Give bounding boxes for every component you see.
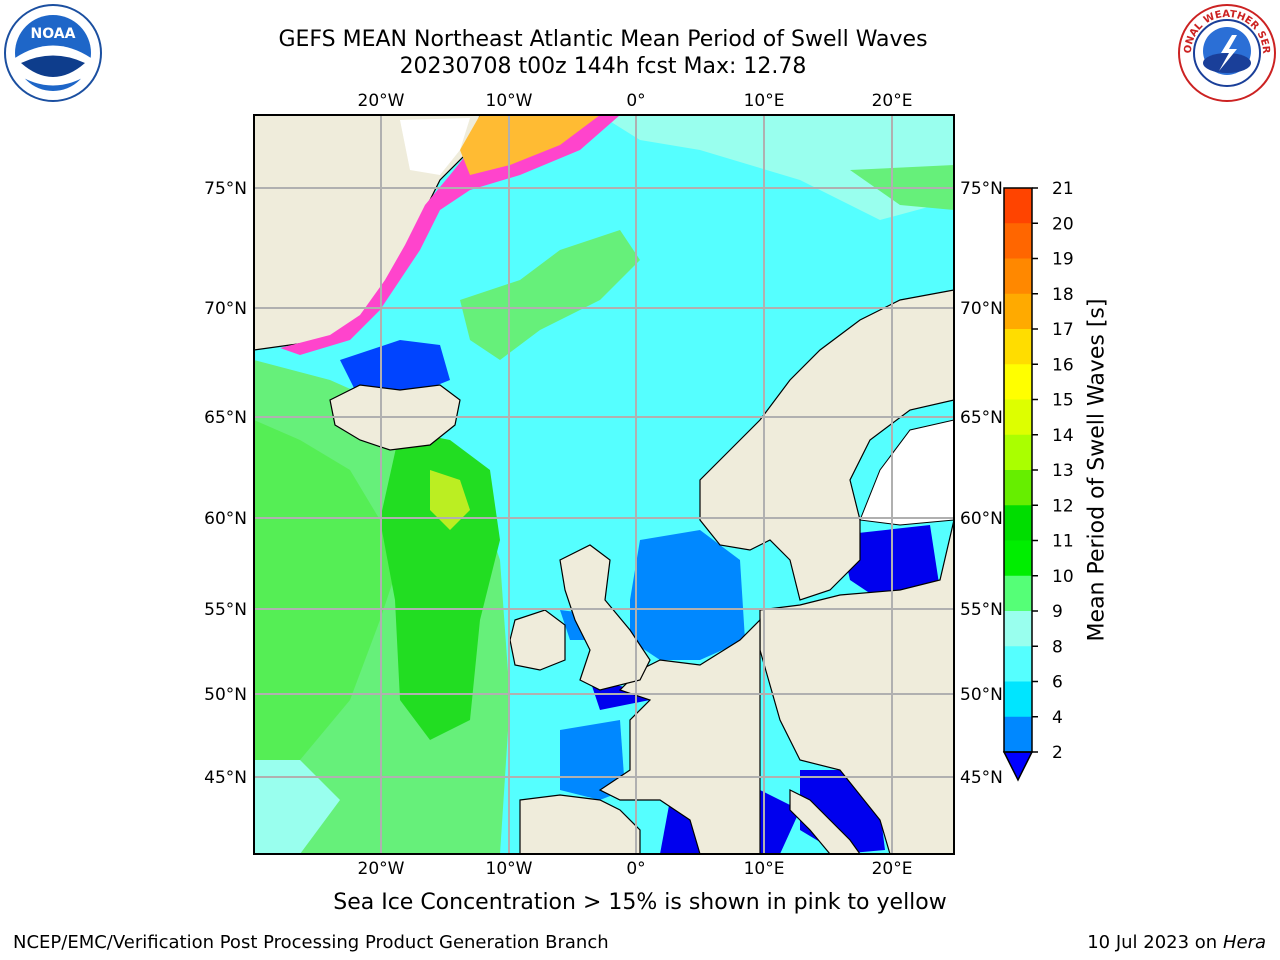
map-frame — [253, 114, 955, 855]
nws-logo: NATIONAL WEATHER SERVICE — [1173, 0, 1277, 107]
lat-label: 65°N — [204, 408, 247, 428]
footer-date-text: 10 Jul 2023 on — [1087, 932, 1223, 953]
colorbar-tick-label: 20 — [1052, 214, 1074, 234]
short-swell-north-sea — [630, 530, 745, 660]
lon-label: 0° — [626, 91, 645, 111]
colorbar-segment — [1004, 716, 1032, 753]
great-britain-landmass — [559, 544, 651, 691]
colorbar-tick-label: 11 — [1052, 532, 1074, 552]
iberia-landmass — [519, 794, 641, 854]
short-swell-iceland-n — [340, 340, 450, 400]
colorbar-tick-label: 2 — [1052, 743, 1063, 763]
swell-field-barents — [600, 115, 954, 220]
lat-label: 50°N — [204, 685, 247, 705]
colorbar-segment — [1004, 470, 1032, 506]
lat-label: 75°N — [204, 179, 247, 199]
chart-subtitle: 20230708 t00z 144h fcst Max: 12.78 — [399, 54, 807, 79]
footer-credit: NCEP/EMC/Verification Post Processing Pr… — [13, 932, 609, 953]
italy-landmass — [789, 789, 861, 854]
lat-label: 60°N — [204, 509, 247, 529]
colorbar-segment — [1004, 611, 1032, 647]
colorbar-tick-label: 21 — [1052, 179, 1074, 199]
colorbar-tick-label: 4 — [1052, 708, 1063, 728]
lat-label: 70°N — [204, 299, 247, 319]
lon-label: 20°E — [872, 91, 913, 111]
colorbar-segment — [1004, 258, 1032, 295]
colorbar-tick-label: 18 — [1052, 285, 1074, 305]
map-graticule — [254, 115, 954, 854]
colorbar-segment — [1004, 188, 1032, 224]
colorbar-tick-label: 19 — [1052, 250, 1074, 270]
swell-field-11-12s — [380, 430, 500, 740]
lat-label: 50°N — [960, 685, 1003, 705]
lon-label: 20°W — [358, 859, 405, 879]
colorbar-tick-label: 6 — [1052, 673, 1063, 693]
lon-labels-bottom: 20°W 10°W 0° 10°E 20°E — [358, 859, 913, 879]
sea-ice-caption: Sea Ice Concentration > 15% is shown in … — [333, 890, 947, 915]
lat-label: 55°N — [960, 600, 1003, 620]
lon-label: 10°W — [486, 859, 533, 879]
lon-label: 20°W — [358, 91, 405, 111]
colorbar-segment — [1004, 434, 1032, 471]
east-europe-landmass — [759, 519, 954, 854]
lat-labels-left: 75°N 70°N 65°N 60°N 55°N 50°N 45°N — [204, 179, 247, 788]
colorbar-segment — [1004, 223, 1032, 259]
short-swell-biscay — [560, 720, 625, 800]
chart-title: GEFS MEAN Northeast Atlantic Mean Period… — [278, 27, 928, 52]
short-swell-baltic — [840, 525, 940, 600]
lon-label: 0° — [626, 859, 645, 879]
ireland-landmass — [509, 609, 566, 671]
colorbar-tick-label: 15 — [1052, 391, 1074, 411]
noaa-logo-text: NOAA — [31, 26, 76, 42]
colorbar-tick-label: 10 — [1052, 567, 1074, 587]
lat-label: 55°N — [204, 600, 247, 620]
colorbar-tick-label: 13 — [1052, 461, 1074, 481]
colorbar-segment — [1004, 329, 1032, 365]
colorbar-label: Mean Period of Swell Waves [s] — [1084, 298, 1110, 642]
lat-label: 45°N — [960, 768, 1003, 788]
lat-label: 75°N — [960, 179, 1003, 199]
lat-label: 60°N — [960, 509, 1003, 529]
lon-label: 10°E — [744, 859, 785, 879]
colorbar-tick-label: 17 — [1052, 320, 1074, 340]
colorbar-segment — [1004, 505, 1032, 541]
noaa-logo: NOAA — [3, 3, 103, 107]
swell-field-8-9s — [254, 760, 340, 854]
colorbar-segment — [1004, 540, 1032, 577]
colorbar-segment — [1004, 681, 1032, 718]
lat-label: 65°N — [960, 408, 1003, 428]
swell-field-north — [460, 230, 640, 360]
colorbar-tick-label: 16 — [1052, 355, 1074, 375]
footer-host: Hera — [1222, 932, 1266, 953]
ice-white — [400, 118, 470, 175]
sea-ice-band — [280, 115, 620, 355]
sea-ice-high — [460, 115, 600, 175]
lon-labels-top: 20°W 10°W 0° 10°E 20°E — [358, 91, 913, 111]
lon-label: 10°W — [486, 91, 533, 111]
colorbar-tick-label: 14 — [1052, 426, 1074, 446]
swell-max-area — [430, 470, 470, 530]
lat-label: 45°N — [204, 768, 247, 788]
colorbar-tick-label: 8 — [1052, 637, 1063, 657]
lon-label: 10°E — [744, 91, 785, 111]
footer-date: 10 Jul 2023 on Hera — [1087, 932, 1266, 953]
colorbar-segment — [1004, 575, 1032, 612]
colorbar-segment — [1004, 399, 1032, 436]
gulf-of-bothnia — [859, 419, 954, 526]
colorbar-segment — [1004, 646, 1032, 682]
lon-label: 20°E — [872, 859, 913, 879]
colorbar-extension — [1002, 751, 1034, 782]
colorbar-tick-label: 12 — [1052, 496, 1074, 516]
colorbar — [1002, 187, 1034, 782]
colorbar-ticks: 21 20 19 18 17 16 15 14 13 12 11 10 9 8 6 4 2 — [1032, 179, 1074, 763]
lat-label: 70°N — [960, 299, 1003, 319]
colorbar-segment — [1004, 293, 1032, 330]
colorbar-tick-label: 9 — [1052, 602, 1063, 622]
lat-labels-right: 75°N 70°N 65°N 60°N 55°N 50°N 45°N — [960, 179, 1003, 788]
swell-field-10-11s — [254, 420, 400, 760]
colorbar-segment — [1004, 364, 1032, 400]
